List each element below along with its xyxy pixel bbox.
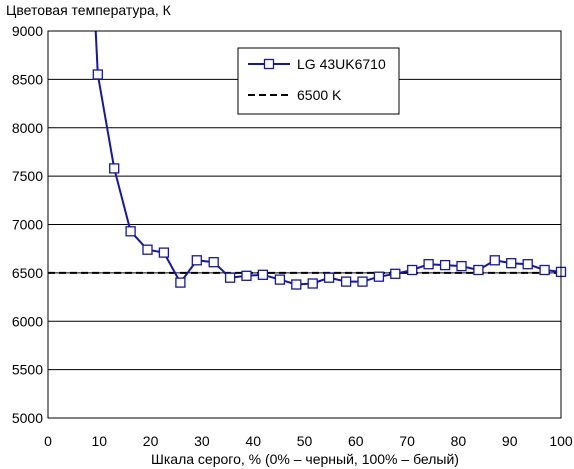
data-point xyxy=(522,259,533,270)
data-point xyxy=(224,272,236,283)
x-axis-label: Шкала серого, % (0% – черный, 100% – бел… xyxy=(151,451,459,467)
legend: LG 43UK6710 6500 K xyxy=(237,47,400,115)
y-axis-label: Цветовая температура, К xyxy=(6,2,172,18)
data-point xyxy=(307,278,318,289)
x-tick-label: 50 xyxy=(297,433,313,449)
y-tick-label: 6500 xyxy=(12,265,43,281)
data-point xyxy=(340,276,352,287)
y-tick-label: 7500 xyxy=(12,168,43,184)
legend-label-ref: 6500 K xyxy=(297,87,342,103)
y-tick-label: 5000 xyxy=(12,410,43,426)
data-point xyxy=(373,271,385,282)
x-tick-label: 100 xyxy=(549,433,573,449)
data-point xyxy=(506,258,517,269)
data-point xyxy=(142,244,153,255)
data-point xyxy=(473,264,484,276)
legend-marker-lg xyxy=(263,58,275,70)
x-tick-label: 30 xyxy=(194,433,210,449)
y-tick-label: 8000 xyxy=(12,120,43,136)
data-point xyxy=(423,259,434,270)
x-tick-label: 0 xyxy=(44,433,52,449)
y-tick-label: 5500 xyxy=(12,362,43,378)
data-point xyxy=(456,260,467,272)
data-point xyxy=(92,69,103,80)
data-point xyxy=(175,277,186,288)
data-point xyxy=(357,276,368,287)
y-tick-labels: 5000 5500 6000 6500 7000 7500 8000 8500 9000 xyxy=(12,23,43,426)
x-tick-label: 40 xyxy=(245,433,261,449)
y-tick-label: 9000 xyxy=(12,23,43,39)
x-tick-label: 90 xyxy=(502,433,518,449)
x-tick-label: 60 xyxy=(348,433,364,449)
data-point xyxy=(125,226,136,237)
x-tick-labels: 0 10 20 30 40 50 60 70 80 90 100 xyxy=(44,433,573,449)
series-layer xyxy=(92,30,567,290)
legend-label-lg: LG 43UK6710 xyxy=(297,56,386,72)
x-tick-label: 70 xyxy=(399,433,415,449)
x-tick-label: 20 xyxy=(143,433,159,449)
data-point xyxy=(241,270,252,281)
data-point xyxy=(191,255,202,266)
data-point xyxy=(208,257,219,268)
data-point xyxy=(109,163,120,174)
data-point xyxy=(323,272,335,283)
data-point xyxy=(489,255,500,266)
data-point xyxy=(539,264,550,276)
x-tick-label: 80 xyxy=(451,433,467,449)
data-point xyxy=(439,259,451,271)
y-tick-label: 8500 xyxy=(12,71,43,87)
data-point xyxy=(257,269,269,280)
y-tick-label: 7000 xyxy=(12,217,43,233)
y-tick-label: 6000 xyxy=(12,313,43,329)
data-point xyxy=(274,274,286,285)
data-point xyxy=(390,268,401,279)
data-point xyxy=(407,264,418,276)
data-point xyxy=(158,247,170,258)
x-tick-label: 10 xyxy=(92,433,108,449)
plot-frame xyxy=(47,30,562,419)
data-point xyxy=(291,279,302,290)
